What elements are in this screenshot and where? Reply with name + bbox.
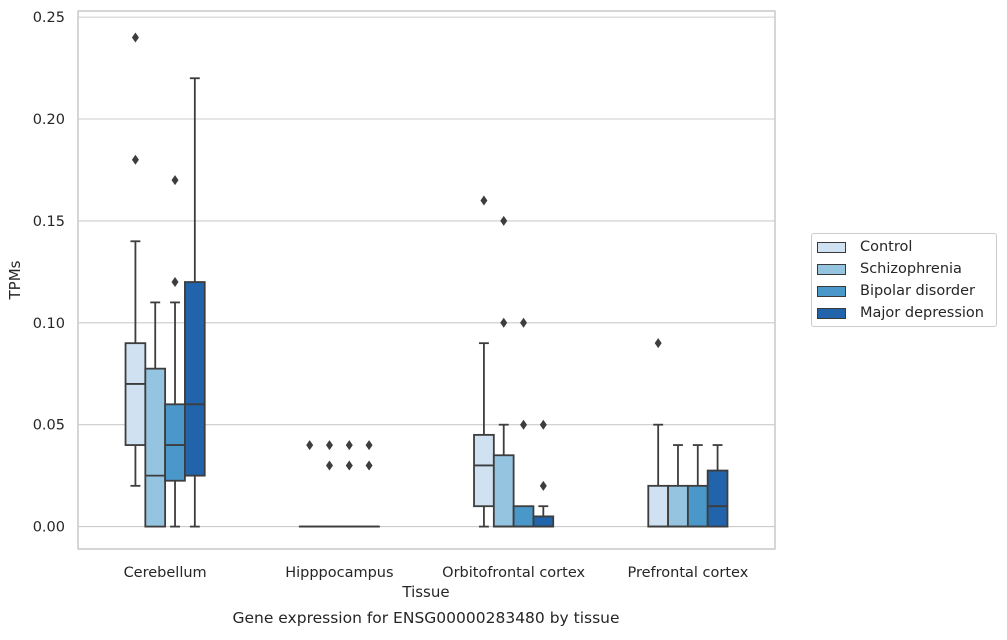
legend-swatch-schizophrenia — [817, 264, 846, 275]
legend-label-major-depression: Major depression — [860, 305, 984, 321]
box-body — [494, 455, 514, 526]
legend-item-control: Control — [817, 237, 912, 257]
box-body — [514, 506, 534, 526]
y-tick-label-4: 0.20 — [33, 112, 65, 128]
y-tick-label-3: 0.15 — [33, 214, 65, 230]
legend-item-bipolar-disorder: Bipolar disorder — [817, 281, 975, 301]
y-tick-label-2: 0.10 — [33, 316, 65, 332]
legend-swatch-bipolar-disorder — [817, 286, 846, 297]
box-body — [688, 486, 708, 527]
legend-label-schizophrenia: Schizophrenia — [860, 261, 962, 277]
box-body — [165, 404, 185, 480]
box-body — [126, 343, 146, 445]
legend-item-major-depression: Major depression — [817, 303, 984, 323]
legend-item-schizophrenia: Schizophrenia — [817, 259, 962, 279]
x-tick-label-2: Orbitofrontal cortex — [442, 565, 585, 581]
legend: Control Schizophrenia Bipolar disorder M… — [811, 233, 997, 327]
x-tick-label-1: Hipppocampus — [285, 565, 393, 581]
x-tick-label-3: Prefrontal cortex — [627, 565, 748, 581]
chart-caption: Gene expression for ENSG00000283480 by t… — [232, 609, 619, 627]
box-body — [533, 516, 553, 526]
x-axis-label: Tissue — [401, 583, 449, 601]
legend-swatch-major-depression — [817, 308, 846, 319]
box-body — [668, 486, 688, 527]
y-tick-label-1: 0.05 — [33, 418, 65, 434]
y-axis-label: TPMs — [6, 260, 24, 300]
x-tick-label-0: Cerebellum — [124, 565, 207, 581]
legend-label-bipolar-disorder: Bipolar disorder — [860, 283, 975, 299]
box-body — [474, 435, 494, 506]
y-tick-label-5: 0.25 — [33, 10, 65, 26]
box-body — [708, 471, 728, 527]
y-tick-label-0: 0.00 — [33, 520, 65, 536]
legend-label-control: Control — [860, 239, 912, 255]
legend-swatch-control — [817, 242, 846, 253]
box-body — [648, 486, 668, 527]
box-body — [185, 282, 205, 476]
box-body — [145, 369, 165, 527]
